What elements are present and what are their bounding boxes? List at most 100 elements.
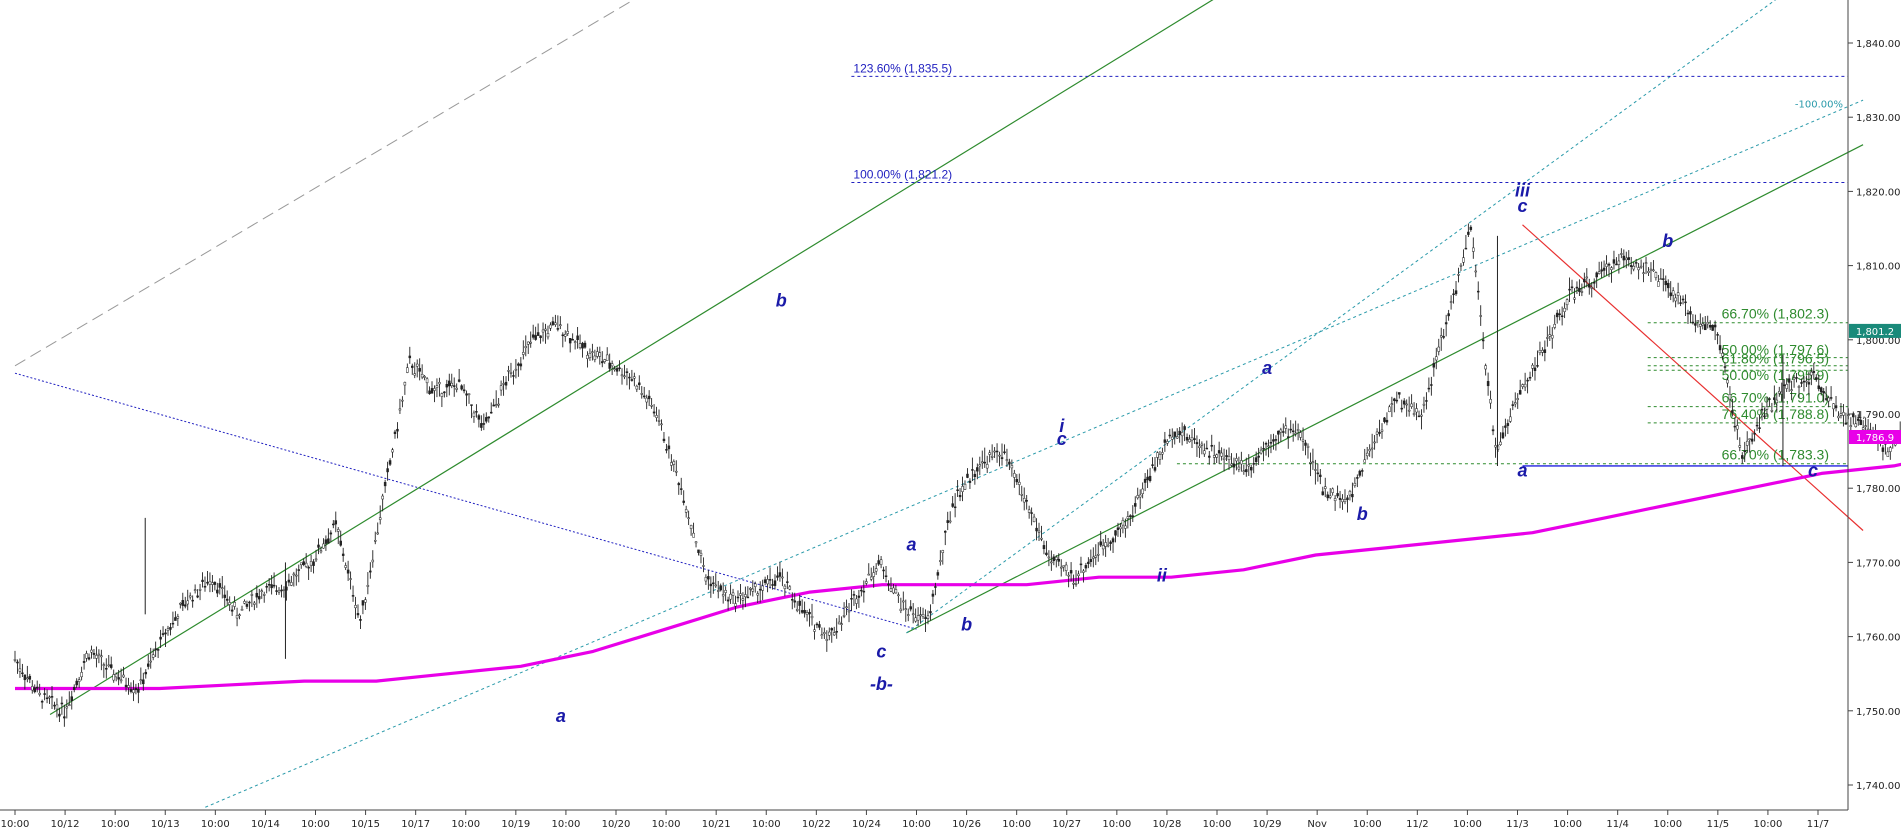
price-candle xyxy=(1590,287,1593,289)
price-candle xyxy=(1755,424,1759,427)
x-tick-label: 10:00 xyxy=(1754,819,1783,830)
price-candle xyxy=(1146,476,1149,481)
price-candle xyxy=(1457,274,1460,276)
price-candle xyxy=(1573,297,1576,300)
price-candle xyxy=(916,615,920,621)
price-candle xyxy=(620,374,624,377)
price-candle xyxy=(1380,429,1384,432)
price-candle xyxy=(260,590,264,592)
price-candle xyxy=(60,702,64,705)
price-candle xyxy=(144,671,148,675)
price-candle xyxy=(1383,417,1386,422)
price-candle xyxy=(1827,397,1830,402)
price-candle xyxy=(75,680,78,686)
price-candle xyxy=(692,532,695,538)
price-candle xyxy=(1069,570,1073,574)
price-candle xyxy=(1415,408,1418,413)
price-candle xyxy=(1881,447,1885,452)
price-candle xyxy=(48,696,51,699)
price-candle xyxy=(1412,413,1416,415)
price-candle xyxy=(55,704,59,710)
price-candle xyxy=(142,679,145,685)
price-candle xyxy=(1588,283,1591,288)
price-candle xyxy=(80,672,83,678)
price-candle xyxy=(1824,398,1828,400)
price-candle xyxy=(1563,308,1566,312)
price-candle xyxy=(842,615,846,617)
price-candle xyxy=(1506,423,1510,426)
price-candle xyxy=(299,562,303,566)
price-candle xyxy=(1748,438,1751,440)
price-candle xyxy=(309,561,313,566)
price-candle xyxy=(1528,376,1532,379)
price-candle xyxy=(1886,451,1890,457)
price-candle xyxy=(487,416,491,419)
price-candle xyxy=(776,575,779,578)
price-candle xyxy=(512,375,515,377)
price-candle xyxy=(359,619,362,621)
price-candle xyxy=(1546,337,1549,339)
wave-label: iii xyxy=(1515,181,1531,201)
price-candle xyxy=(682,500,685,503)
price-candle xyxy=(480,423,483,428)
price-candle xyxy=(1560,315,1564,317)
price-candle xyxy=(1741,455,1744,459)
price-candle xyxy=(1254,457,1258,462)
price-candle xyxy=(95,655,98,659)
price-candle xyxy=(1600,269,1603,272)
price-candle xyxy=(1232,463,1236,468)
price-candle xyxy=(1378,431,1381,434)
price-candle xyxy=(948,520,952,523)
price-candle xyxy=(926,615,930,619)
price-candle xyxy=(275,590,278,592)
price-candle xyxy=(551,321,555,325)
price-candle xyxy=(1644,262,1648,264)
price-candle xyxy=(440,393,444,397)
price-candle xyxy=(1003,451,1006,454)
x-tick-label: 11/3 xyxy=(1506,819,1528,830)
wave-label: i xyxy=(1059,416,1065,436)
x-tick-label: 10:00 xyxy=(752,819,781,830)
price-candle xyxy=(1005,459,1009,461)
price-candle xyxy=(262,594,266,596)
price-candle xyxy=(526,341,530,345)
price-candle xyxy=(1099,541,1102,546)
price-candle xyxy=(608,362,611,369)
price-candle xyxy=(134,688,138,690)
price-candle xyxy=(897,594,900,597)
price-candle xyxy=(1551,335,1554,339)
price-candle xyxy=(43,693,46,695)
price-candle xyxy=(415,363,419,367)
price-candle xyxy=(522,352,525,355)
price-candle xyxy=(1427,387,1431,390)
price-candle xyxy=(23,674,27,681)
price-candle xyxy=(443,391,446,394)
price-candle xyxy=(378,517,382,520)
price-candle xyxy=(630,379,634,381)
price-candle xyxy=(105,668,108,670)
price-candle xyxy=(633,376,636,379)
price-candle xyxy=(951,503,954,507)
y-tick-label: 1,800.00 xyxy=(1856,336,1901,347)
price-candle xyxy=(549,324,552,329)
price-candle xyxy=(1161,452,1164,455)
price-candle xyxy=(655,415,658,418)
price-candle xyxy=(40,700,44,703)
price-candle xyxy=(270,584,273,589)
price-candle xyxy=(216,589,219,594)
price-candle xyxy=(1018,481,1021,485)
price-candle xyxy=(1025,500,1028,502)
price-candle xyxy=(65,706,69,709)
price-candle xyxy=(1353,482,1357,486)
x-tick-label: 11/2 xyxy=(1406,819,1428,830)
price-candle xyxy=(1812,370,1816,373)
price-candle xyxy=(721,594,725,597)
price-candle xyxy=(235,615,239,619)
price-candle xyxy=(277,590,281,593)
price-candle xyxy=(82,661,86,663)
price-candle xyxy=(465,393,468,396)
x-tick-label: 10/17 xyxy=(401,819,430,830)
wave-label: b xyxy=(1662,231,1673,251)
price-candle xyxy=(114,673,118,678)
price-candle xyxy=(1807,382,1811,385)
